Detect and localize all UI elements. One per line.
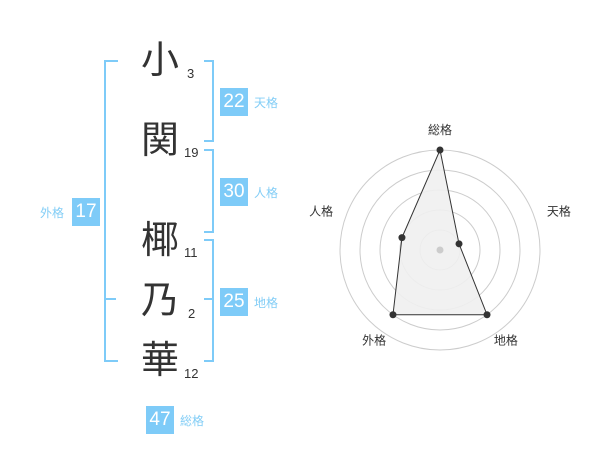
radar-point: [389, 311, 397, 319]
name-char-2: 関: [140, 118, 179, 162]
soukaku-value: 47: [146, 406, 174, 434]
radar-point: [455, 240, 463, 248]
radar-point: [436, 146, 444, 154]
radar-point: [483, 311, 491, 319]
tenkaku-value: 22: [220, 88, 248, 116]
gaikaku-value: 17: [72, 198, 100, 226]
stroke-count-5: 12: [184, 366, 199, 381]
stroke-count-2: 19: [184, 145, 199, 160]
stroke-count-4: 2: [188, 306, 196, 321]
name-char-5: 華: [140, 338, 179, 382]
radar-axis-label: 外格: [362, 333, 386, 348]
radar-center: [436, 246, 444, 254]
tenkaku-label: 天格: [254, 96, 279, 110]
stroke-count-3: 11: [184, 245, 198, 260]
name-char-4: 乃: [140, 278, 179, 322]
stroke-count-1: 3: [187, 66, 195, 81]
jinkaku-bracket: [204, 149, 214, 233]
jinkaku-value: 30: [220, 178, 248, 206]
radar-axis-label: 地格: [494, 333, 518, 348]
radar-point: [398, 234, 406, 242]
soukaku-label: 総格: [180, 414, 205, 428]
jinkaku-label: 人格: [254, 186, 279, 200]
chikaku-label: 地格: [254, 296, 279, 310]
gaikaku-bracket: [104, 60, 118, 362]
name-char-1: 小: [140, 38, 179, 82]
radar-area: [392, 148, 488, 316]
tenkaku-bracket: [204, 60, 214, 142]
name-char-3: 椰: [140, 218, 179, 262]
gaikaku-label: 外格: [40, 206, 65, 220]
radar-axis-label: 総格: [428, 122, 452, 137]
chikaku-bracket: [204, 239, 214, 362]
radar-axis-label: 天格: [547, 203, 571, 218]
radar-axis-label: 人格: [309, 203, 333, 218]
chikaku-bracket-tick: [204, 298, 214, 300]
gaikaku-bracket-tick: [106, 298, 116, 300]
chikaku-value: 25: [220, 288, 248, 316]
